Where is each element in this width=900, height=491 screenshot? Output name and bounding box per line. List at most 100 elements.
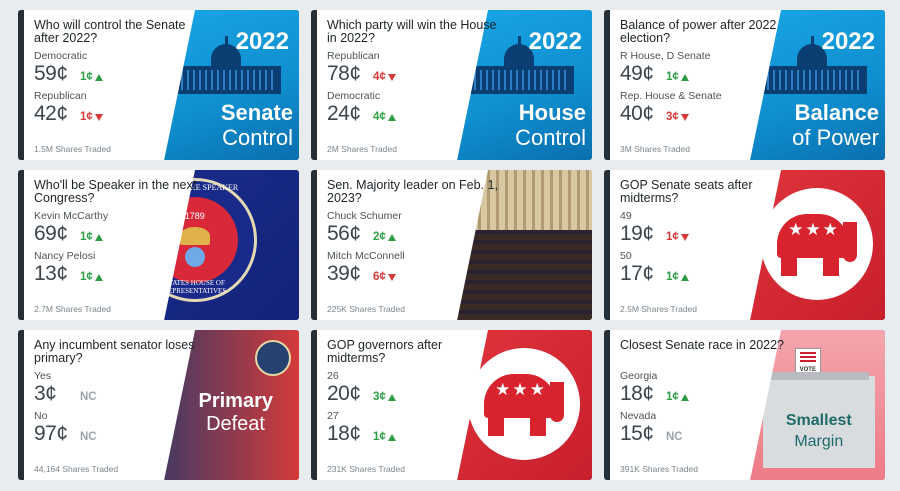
contract-price: 40¢ <box>620 102 654 125</box>
market-question[interactable]: Closest Senate race in 2022? <box>620 338 784 352</box>
price-change-value: 1¢ <box>666 391 679 403</box>
contract-label[interactable]: Georgia <box>620 370 658 382</box>
contract-label[interactable]: Chuck Schumer <box>327 210 402 222</box>
contract-price: 39¢ <box>327 262 361 285</box>
contract-label[interactable]: Republican <box>34 90 87 102</box>
contract-label[interactable]: 26 <box>327 370 339 382</box>
card-content: Balance of power after 2022 election? R H… <box>604 10 794 160</box>
contract-row[interactable]: 39¢ 6¢ <box>327 262 501 287</box>
arrow-up-icon <box>387 393 396 401</box>
capitol-columns <box>760 70 863 90</box>
market-card[interactable]: Primary Defeat Any incumbent senator loses… <box>18 330 299 480</box>
card-edge <box>18 10 24 160</box>
ballot-vote-label: VOTE <box>799 367 816 373</box>
contract-label[interactable]: 50 <box>620 250 632 262</box>
contract-row[interactable]: 24¢ 4¢ <box>327 102 501 127</box>
market-question[interactable]: GOP governors after midterms? <box>327 338 443 365</box>
contract-row[interactable]: 18¢ 1¢ <box>327 422 501 447</box>
contract-row[interactable]: 69¢ 1¢ <box>34 222 208 247</box>
capitol-columns <box>174 70 277 90</box>
contract-label[interactable]: Republican <box>327 50 380 62</box>
elephant-leg <box>488 414 504 436</box>
art-year: 2022 <box>235 28 289 55</box>
contract-label[interactable]: Mitch McConnell <box>327 250 405 262</box>
market-question[interactable]: Sen. Majority leader on Feb. 1, 2023? <box>327 178 498 205</box>
art-title-line2: Control <box>222 125 293 150</box>
market-card[interactable]: ★★★ GOP governors after midterms? 26 20¢ 3¢ 2… <box>311 330 592 480</box>
contract-row[interactable]: 13¢ 1¢ <box>34 262 208 287</box>
art-year: 2022 <box>528 28 582 55</box>
arrow-up-icon <box>387 113 396 121</box>
contract-row[interactable]: 97¢ NC <box>34 422 208 447</box>
market-card[interactable]: 2022 Senate Control Who will control the Se… <box>18 10 299 160</box>
elephant-body <box>777 214 849 258</box>
market-question[interactable]: Any incumbent senator loses primary? <box>34 338 195 365</box>
arrow-up-icon <box>94 73 103 81</box>
price-change: 1¢ <box>666 71 689 83</box>
card-text-panel <box>311 10 489 160</box>
contract-label[interactable]: Democratic <box>34 50 88 62</box>
price-change-value: NC <box>80 431 97 443</box>
market-question[interactable]: Who will control the Senate after 2022? <box>34 18 186 45</box>
contract-row[interactable]: 3¢ NC <box>34 382 208 407</box>
contract-label[interactable]: Democratic <box>327 90 381 102</box>
contract-row[interactable]: 78¢ 4¢ <box>327 62 501 87</box>
contract-label[interactable]: No <box>34 410 48 422</box>
price-change-value: 6¢ <box>373 271 386 283</box>
card-text-panel <box>604 10 782 160</box>
price-change-value: 1¢ <box>80 271 93 283</box>
market-card[interactable]: VOTE Smallest Margin Closest Senate race in… <box>604 330 885 480</box>
contract-row[interactable]: 17¢ 1¢ <box>620 262 794 287</box>
market-card[interactable]: Sen. Majority leader on Feb. 1, 2023? Chu… <box>311 170 592 320</box>
contract-label[interactable]: Yes <box>34 370 52 382</box>
contract-label[interactable]: Nancy Pelosi <box>34 250 96 262</box>
card-content: GOP governors after midterms? 26 20¢ 3¢ 27 18… <box>311 330 501 480</box>
contract-row[interactable]: 20¢ 3¢ <box>327 382 501 407</box>
contract-price: 59¢ <box>34 62 68 85</box>
arrow-up-icon <box>680 393 689 401</box>
card-edge <box>311 170 317 320</box>
shares-traded: 3M Shares Traded <box>620 144 690 154</box>
price-change: 1¢ <box>666 231 689 243</box>
contract-price: 18¢ <box>620 382 654 405</box>
market-question[interactable]: Who'll be Speaker in the next Congress? <box>34 178 197 205</box>
contract-label[interactable]: 49 <box>620 210 632 222</box>
contract-label[interactable]: Kevin McCarthy <box>34 210 109 222</box>
market-card[interactable]: ★★★ GOP Senate seats after midterms? 49 19¢… <box>604 170 885 320</box>
arrow-up-icon <box>387 433 396 441</box>
contract-price: 69¢ <box>34 222 68 245</box>
card-text-panel <box>604 170 782 320</box>
contract-label[interactable]: R House, D Senate <box>620 50 711 62</box>
market-card[interactable]: 2022 Balance of Power Balance of power afte… <box>604 10 885 160</box>
art-year: 2022 <box>821 28 875 55</box>
contract-row[interactable]: 56¢ 2¢ <box>327 222 501 247</box>
price-change: 3¢ <box>666 111 689 123</box>
contract-row[interactable]: 18¢ 1¢ <box>620 382 794 407</box>
market-question[interactable]: Balance of power after 2022 election? <box>620 18 777 45</box>
art-title-line1: House <box>518 100 586 125</box>
market-question[interactable]: Which party will win the House in 2022? <box>327 18 497 45</box>
arrow-up-icon <box>680 73 689 81</box>
market-card[interactable]: SEAL OF THE SPEAKER 1789 STATES HOUSE OF R… <box>18 170 299 320</box>
card-content: Closest Senate race in 2022? Georgia 18¢ 1¢… <box>604 330 794 480</box>
contract-row[interactable]: 40¢ 3¢ <box>620 102 794 127</box>
contract-row[interactable]: 19¢ 1¢ <box>620 222 794 247</box>
price-change: 4¢ <box>373 71 396 83</box>
contract-row[interactable]: 59¢ 1¢ <box>34 62 208 87</box>
contract-label[interactable]: Nevada <box>620 410 657 422</box>
price-change-value: 4¢ <box>373 111 386 123</box>
elephant-stars: ★★★ <box>788 220 840 239</box>
contract-row[interactable]: 49¢ 1¢ <box>620 62 794 87</box>
market-card[interactable]: 2022 House Control Which party will win the… <box>311 10 592 160</box>
contract-row[interactable]: 42¢ 1¢ <box>34 102 208 127</box>
contract-row[interactable]: 15¢ NC <box>620 422 794 447</box>
seal-year: 1789 <box>184 211 205 221</box>
market-question[interactable]: GOP Senate seats after midterms? <box>620 178 753 205</box>
shares-traded: 44,164 Shares Traded <box>34 464 119 474</box>
gop-elephant-logo: ★★★ <box>468 348 580 460</box>
contract-label[interactable]: Rep. House & Senate <box>620 90 722 102</box>
price-change-value: 1¢ <box>666 271 679 283</box>
contract-label[interactable]: 27 <box>327 410 339 422</box>
price-change: NC <box>80 431 97 443</box>
arrow-down-icon <box>94 113 103 121</box>
